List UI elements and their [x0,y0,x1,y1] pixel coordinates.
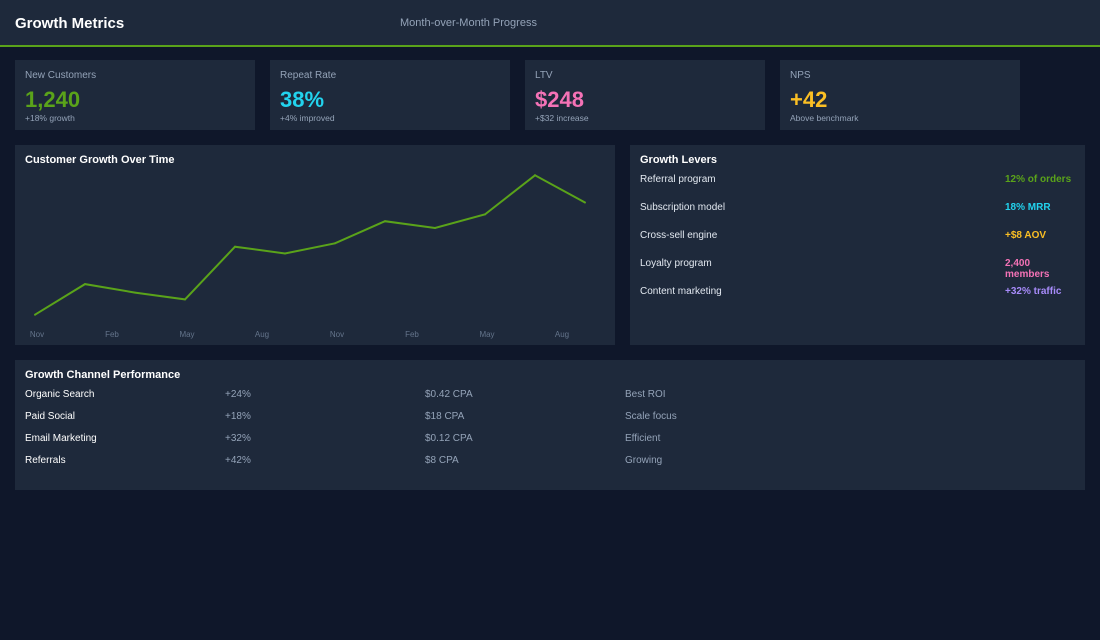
data-point [84,283,86,286]
x-tick-label: Feb [105,330,119,339]
growth-line [34,174,586,316]
x-tick-label: May [179,330,194,339]
kpi-label: Repeat Rate [280,70,337,81]
levers-title: Growth Levers [640,154,718,166]
lever-value: +$8 AOV [1005,230,1047,241]
x-tick-label: Aug [555,330,569,339]
lever-name: Subscription model [640,202,726,213]
table-row: Paid Social +18% $18 CPA Scale focus [25,411,1085,425]
table-row: Email Marketing +32% $0.12 CPA Efficient [25,433,1085,447]
kpi-card: NPS +42 Above benchmark [780,60,1020,130]
kpi-subtext: +18% growth [25,113,75,123]
channel-name: Referrals [25,455,66,466]
data-point [284,252,286,255]
channel-growth: +24% [225,389,251,400]
channel-growth: +32% [225,433,251,444]
kpi-subtext: +$32 increase [535,113,589,123]
channel-name: Email Marketing [25,433,97,444]
kpi-value: $248 [535,87,584,112]
table-row: Referrals +42% $8 CPA Growing [25,455,1085,469]
x-tick-label: Nov [30,330,44,339]
channels-title: Growth Channel Performance [25,369,181,381]
channel-note: Scale focus [625,411,677,422]
customer-growth-chart: Nov Feb May Aug Nov Feb May Aug [30,174,586,339]
kpi-label: LTV [535,70,553,81]
channel-growth: +42% [225,455,251,466]
kpi-value: +42 [790,87,828,112]
x-tick-label: Nov [330,330,344,339]
header: Growth Metrics Month-over-Month Progress [0,0,1100,47]
kpi-value: 38% [280,87,325,112]
lever-value: 18% MRR [1005,202,1051,213]
kpi-card: LTV $248 +$32 increase [525,60,765,130]
lever-name: Loyalty program [640,258,712,269]
kpi-label: NPS [790,70,811,81]
kpi-label: New Customers [25,70,97,81]
channel-growth: +18% [225,411,251,422]
channel-name: Organic Search [25,389,95,400]
chart-title: Customer Growth Over Time [25,154,175,166]
channel-cpa: $18 CPA [425,411,465,422]
lever-item: Subscription model 18% MRR [640,202,1077,216]
channel-performance-card: Growth Channel Performance Organic Searc… [15,360,1085,490]
x-tick-label: Feb [405,330,419,339]
channel-note: Efficient [625,433,661,444]
lever-name: Cross-sell engine [640,230,718,241]
data-point [184,298,186,301]
kpi-card: New Customers 1,240 +18% growth [15,60,255,130]
customer-growth-chart-card: Customer Growth Over Time Nov Feb May Aug No… [15,145,615,345]
data-point [384,220,386,223]
kpi-value: 1,240 [25,87,81,112]
data-point [434,227,436,229]
page-title: Growth Metrics [15,15,125,32]
data-point [584,201,586,204]
page-subtitle: Month-over-Month Progress [400,17,537,29]
lever-item: Referral program 12% of orders [640,174,1077,188]
data-point [334,242,336,245]
kpi-subtext: Above benchmark [790,113,859,123]
lever-name: Content marketing [640,286,722,297]
kpi-card: Repeat Rate 38% +4% improved [270,60,510,130]
data-point [484,213,486,216]
channel-cpa: $0.12 CPA [425,433,473,444]
channel-cpa: $0.42 CPA [425,389,473,400]
growth-levers-card: Growth Levers Referral program 12% of or… [630,145,1085,345]
data-point [134,291,136,294]
lever-item: Loyalty program 2,400 members [640,258,1077,280]
channel-cpa: $8 CPA [425,455,459,466]
lever-name: Referral program [640,174,716,185]
x-tick-label: May [479,330,494,339]
lever-value: 12% of orders [1005,174,1072,185]
lever-item: Cross-sell engine +$8 AOV [640,230,1077,244]
channel-name: Paid Social [25,411,76,422]
kpi-subtext: +4% improved [280,113,335,123]
data-point [534,174,536,177]
lever-item: Content marketing +32% traffic [640,286,1077,300]
data-point [234,245,236,248]
data-point [34,313,36,316]
channel-note: Best ROI [625,389,666,400]
lever-value: 2,400 members [1005,258,1050,280]
lever-value: +32% traffic [1005,286,1062,297]
x-tick-label: Aug [255,330,269,339]
channel-note: Growing [625,455,663,466]
table-row: Organic Search +24% $0.42 CPA Best ROI [25,389,1085,403]
